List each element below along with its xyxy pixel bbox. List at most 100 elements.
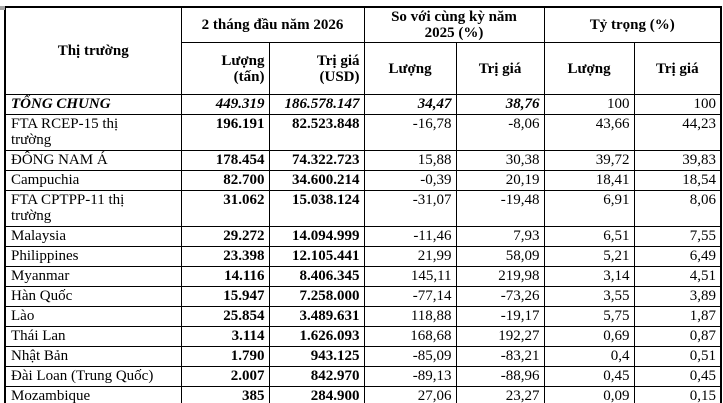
quantity-change-pct-cell: 34,47: [363, 94, 457, 115]
value-share-pct-cell: 7,55: [633, 226, 722, 247]
quantity-ton-cell: 82.700: [180, 170, 270, 191]
quantity-change-pct-cell: -85,09: [363, 346, 457, 367]
document-page: Thị trường 2 tháng đầu năm 2026 So với c…: [0, 6, 723, 403]
value-change-pct-cell: -19,17: [455, 306, 545, 327]
quantity-change-pct-cell: 145,11: [363, 266, 457, 287]
quantity-share-pct-cell: 0,4: [543, 346, 635, 367]
market-name-cell: Nhật Bản: [4, 346, 182, 367]
value-usd-cell: 74.322.723: [268, 150, 365, 171]
quantity-ton-cell: 1.790: [180, 346, 270, 367]
value-share-pct-cell: 4,51: [633, 266, 722, 287]
quantity-share-pct-cell: 0,45: [543, 366, 635, 387]
market-name-cell: FTA CPTPP-11 thị trường: [4, 190, 182, 227]
quantity-change-pct-cell: 118,88: [363, 306, 457, 327]
value-change-pct-cell: 30,38: [455, 150, 545, 171]
value-share-pct-cell: 0,87: [633, 326, 722, 347]
market-name-cell: TỔNG CHUNG: [4, 94, 182, 115]
value-change-pct-cell: -83,21: [455, 346, 545, 367]
col-group-vs-same-period-2025: So với cùng kỳ năm 2025 (%): [363, 6, 545, 43]
value-usd-cell: 842.970: [268, 366, 365, 387]
table-row: FTA CPTPP-11 thị trường 31.062 15.038.12…: [4, 190, 722, 227]
quantity-ton-cell: 25.854: [180, 306, 270, 327]
col-group-first-2-months-2026: 2 tháng đầu năm 2026: [180, 6, 365, 43]
value-usd-cell: 8.406.345: [268, 266, 365, 287]
quantity-change-pct-cell: 21,99: [363, 246, 457, 267]
market-name-cell: Lào: [4, 306, 182, 327]
quantity-change-pct-cell: 15,88: [363, 150, 457, 171]
col-header-market: Thị trường: [4, 6, 182, 95]
quantity-share-pct-cell: 0,69: [543, 326, 635, 347]
table-row: Malaysia 29.272 14.094.999 -11,46 7,93 6…: [4, 226, 722, 247]
quantity-change-pct-cell: -0,39: [363, 170, 457, 191]
table-row: Nhật Bản 1.790 943.125 -85,09 -83,21 0,4…: [4, 346, 722, 367]
value-share-pct-cell: 0,51: [633, 346, 722, 367]
market-name-cell: ĐÔNG NAM Á: [4, 150, 182, 171]
quantity-ton-cell: 385: [180, 386, 270, 403]
col-header-value-vs: Trị giá: [455, 42, 545, 95]
value-change-pct-cell: -73,26: [455, 286, 545, 307]
quantity-share-pct-cell: 0,09: [543, 386, 635, 403]
value-usd-cell: 82.523.848: [268, 114, 365, 151]
value-share-pct-cell: 3,89: [633, 286, 722, 307]
quantity-share-pct-cell: 39,72: [543, 150, 635, 171]
value-usd-cell: 186.578.147: [268, 94, 365, 115]
header-row-groups: Thị trường 2 tháng đầu năm 2026 So với c…: [4, 6, 722, 95]
trade-statistics-table: Thị trường 2 tháng đầu năm 2026 So với c…: [4, 6, 723, 403]
table-handle-mark-topleft: [0, 6, 5, 10]
col-header-value-share: Trị giá: [633, 42, 722, 95]
quantity-share-pct-cell: 100: [543, 94, 635, 115]
col-header-quantity-share: Lượng: [543, 42, 635, 95]
market-name-cell: Campuchia: [4, 170, 182, 191]
value-change-pct-cell: 58,09: [455, 246, 545, 267]
value-usd-cell: 943.125: [268, 346, 365, 367]
value-share-pct-cell: 0,15: [633, 386, 722, 403]
market-name-cell: Hàn Quốc: [4, 286, 182, 307]
value-change-pct-cell: -8,06: [455, 114, 545, 151]
quantity-ton-cell: 31.062: [180, 190, 270, 227]
col-header-quantity-vs: Lượng: [363, 42, 457, 95]
value-share-pct-cell: 0,45: [633, 366, 722, 387]
quantity-ton-cell: 178.454: [180, 150, 270, 171]
quantity-change-pct-cell: 168,68: [363, 326, 457, 347]
table-header: Thị trường 2 tháng đầu năm 2026 So với c…: [4, 6, 722, 95]
quantity-change-pct-cell: -89,13: [363, 366, 457, 387]
col-header-value-usd: Trị giá (USD): [268, 42, 365, 95]
table-row: Myanmar 14.116 8.406.345 145,11 219,98 3…: [4, 266, 722, 287]
value-share-pct-cell: 6,49: [633, 246, 722, 267]
quantity-share-pct-cell: 6,51: [543, 226, 635, 247]
quantity-ton-cell: 15.947: [180, 286, 270, 307]
quantity-change-pct-cell: -11,46: [363, 226, 457, 247]
value-change-pct-cell: 38,76: [455, 94, 545, 115]
value-usd-cell: 284.900: [268, 386, 365, 403]
quantity-ton-cell: 23.398: [180, 246, 270, 267]
market-name-cell: Myanmar: [4, 266, 182, 287]
table-body: TỔNG CHUNG 449.319 186.578.147 34,47 38,…: [4, 94, 722, 403]
table-row: TỔNG CHUNG 449.319 186.578.147 34,47 38,…: [4, 94, 722, 115]
market-name-cell: FTA RCEP-15 thị trường: [4, 114, 182, 151]
value-usd-cell: 7.258.000: [268, 286, 365, 307]
value-share-pct-cell: 100: [633, 94, 722, 115]
value-usd-cell: 3.489.631: [268, 306, 365, 327]
value-change-pct-cell: 20,19: [455, 170, 545, 191]
table-row: Đài Loan (Trung Quốc) 2.007 842.970 -89,…: [4, 366, 722, 387]
table-row: Philippines 23.398 12.105.441 21,99 58,0…: [4, 246, 722, 267]
quantity-change-pct-cell: 27,06: [363, 386, 457, 403]
value-share-pct-cell: 39,83: [633, 150, 722, 171]
value-change-pct-cell: 7,93: [455, 226, 545, 247]
quantity-share-pct-cell: 43,66: [543, 114, 635, 151]
quantity-change-pct-cell: -31,07: [363, 190, 457, 227]
value-change-pct-cell: 219,98: [455, 266, 545, 287]
value-usd-cell: 15.038.124: [268, 190, 365, 227]
quantity-share-pct-cell: 3,14: [543, 266, 635, 287]
table-row: ĐÔNG NAM Á 178.454 74.322.723 15,88 30,3…: [4, 150, 722, 171]
quantity-change-pct-cell: -16,78: [363, 114, 457, 151]
table-row: FTA RCEP-15 thị trường 196.191 82.523.84…: [4, 114, 722, 151]
value-usd-cell: 12.105.441: [268, 246, 365, 267]
market-name-cell: Malaysia: [4, 226, 182, 247]
col-group-share-pct: Tỷ trọng (%): [543, 6, 722, 43]
value-change-pct-cell: -19,48: [455, 190, 545, 227]
market-name-cell: Thái Lan: [4, 326, 182, 347]
value-change-pct-cell: -88,96: [455, 366, 545, 387]
quantity-share-pct-cell: 6,91: [543, 190, 635, 227]
market-name-cell: Đài Loan (Trung Quốc): [4, 366, 182, 387]
